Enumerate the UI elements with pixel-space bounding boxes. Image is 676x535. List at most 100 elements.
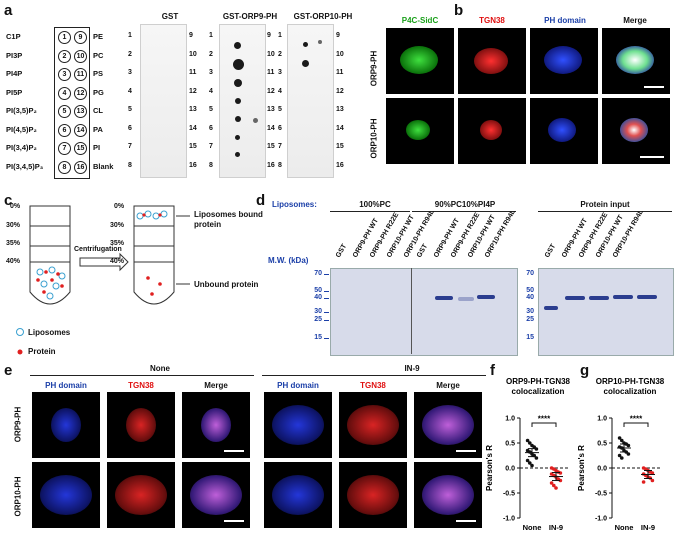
strip-number: 9: [189, 32, 193, 39]
cell-signal: [347, 475, 399, 515]
micrograph: [339, 462, 407, 528]
c-after-30: 30%: [110, 222, 125, 229]
cell-signal: [51, 408, 81, 442]
spot-orp9-pi345p3: [235, 152, 240, 157]
spot-circle: 2: [58, 49, 71, 63]
cell-signal: [40, 475, 92, 515]
strip-number: 3: [128, 69, 132, 76]
scalebar: [456, 450, 476, 452]
strip-number: 12: [336, 87, 344, 95]
data-point: [626, 443, 631, 448]
mw-tick-mark: [324, 320, 329, 321]
lipid-label: PI3P: [6, 50, 23, 60]
strip-title-gst: GST: [161, 12, 179, 21]
b-header-ph: PH domain: [544, 16, 586, 25]
mw-tick-mark: [324, 291, 329, 292]
mw-tick-mark: [324, 312, 329, 313]
mw-tick-label: 15: [526, 334, 534, 341]
micrograph: [107, 462, 175, 528]
membrane-strip-orp9: [219, 24, 266, 178]
y-tick-label: 0.5: [505, 441, 515, 448]
strip-number: 14: [267, 124, 275, 132]
d-line-input: [538, 211, 672, 212]
panel-g-letter: g: [580, 362, 590, 379]
e-h2: TGN38: [128, 381, 154, 390]
spot-orp10-pc: [318, 40, 322, 44]
band-orp10-wt: [477, 295, 495, 299]
mw-tick-label: 30: [314, 308, 322, 315]
chart-title: colocalization: [512, 387, 565, 396]
cell-signal: [272, 475, 324, 515]
mw-tick-label: 25: [314, 316, 322, 323]
cell-signal: [115, 475, 167, 515]
strip-number: 11: [336, 69, 344, 76]
data-point: [554, 486, 558, 490]
micrograph: [264, 462, 332, 528]
lipid-key-box: [54, 27, 90, 179]
strip-number: 8: [209, 161, 213, 169]
strip-number: 10: [336, 50, 344, 58]
cell-signal: [272, 405, 324, 445]
data-point: [528, 441, 532, 445]
lipid-label: PI(3,4)P₂: [6, 143, 37, 152]
protein-legend-dot: [17, 349, 23, 355]
micrograph: [32, 392, 100, 458]
y-tick-label: 1.0: [505, 416, 515, 423]
spot-circle: 8: [58, 160, 71, 174]
strip-number: 16: [336, 161, 344, 169]
c-bound-label: Liposomes bound protein: [194, 210, 263, 229]
b-img-orp10-tgn38: [458, 98, 526, 164]
micrograph: [414, 392, 482, 458]
d-line-pc: [330, 211, 410, 212]
b-img-orp9-tgn38: [458, 28, 526, 94]
d-group-input: Protein input: [580, 200, 630, 209]
y-tick-label: -1.0: [595, 516, 607, 523]
spot-circle: 1: [58, 31, 71, 44]
lipid-label: PC: [93, 50, 104, 60]
mw-tick-label: 70: [526, 270, 534, 277]
b-img-orp9-p4c: [386, 28, 454, 94]
chart-title: ORP10-PH-TGN38: [596, 377, 665, 386]
e-h3: Merge: [204, 381, 228, 390]
cell-signal: [126, 408, 156, 442]
scalebar: [456, 520, 476, 522]
c-before-35: 35%: [6, 240, 21, 247]
gel-input: [538, 268, 674, 356]
panel-a-letter: a: [4, 2, 13, 19]
spot-orp9-pi35p2: [235, 98, 241, 104]
strip-number: 8: [128, 161, 132, 169]
strip-number: 4: [278, 87, 282, 95]
strip-number: 5: [128, 106, 132, 113]
y-tick-label: 0.0: [505, 466, 515, 473]
panel-c-letter: c: [4, 192, 13, 209]
data-point: [617, 453, 622, 458]
micrograph: [339, 392, 407, 458]
data-point: [641, 480, 646, 484]
e-row-orp9: ORP9-PH: [13, 406, 23, 443]
panel-f-letter: f: [490, 362, 495, 379]
data-point: [534, 447, 539, 451]
data-point: [617, 436, 622, 440]
band-input-orp10-r94l: [637, 295, 657, 299]
spot-orp9-pi3p: [234, 42, 241, 49]
strip-number: 2: [278, 50, 282, 58]
b-row-orp10: ORP10-PH: [369, 118, 379, 159]
b-header-p4c: P4C-SidC: [401, 16, 439, 25]
lipid-label: PG: [93, 87, 104, 97]
strip-number: 13: [189, 106, 197, 113]
spot-circle: 10: [74, 49, 87, 63]
data-point: [525, 438, 530, 443]
strip-number: 10: [189, 50, 197, 58]
band-input-orp9-r22e: [589, 296, 609, 300]
lipid-label: PI(3,4,5)P₃: [6, 161, 44, 171]
strip-number: 2: [209, 50, 213, 58]
x-tick-label: None: [523, 523, 542, 532]
significance-bracket: [623, 422, 649, 427]
data-point: [558, 478, 563, 483]
spot-circle: 7: [58, 142, 71, 155]
panel-e-letter: e: [4, 362, 13, 379]
data-point: [620, 456, 624, 460]
b-scalebar-2: [640, 156, 664, 158]
micrograph: [182, 392, 250, 458]
band-input-orp10-wt: [613, 295, 633, 299]
